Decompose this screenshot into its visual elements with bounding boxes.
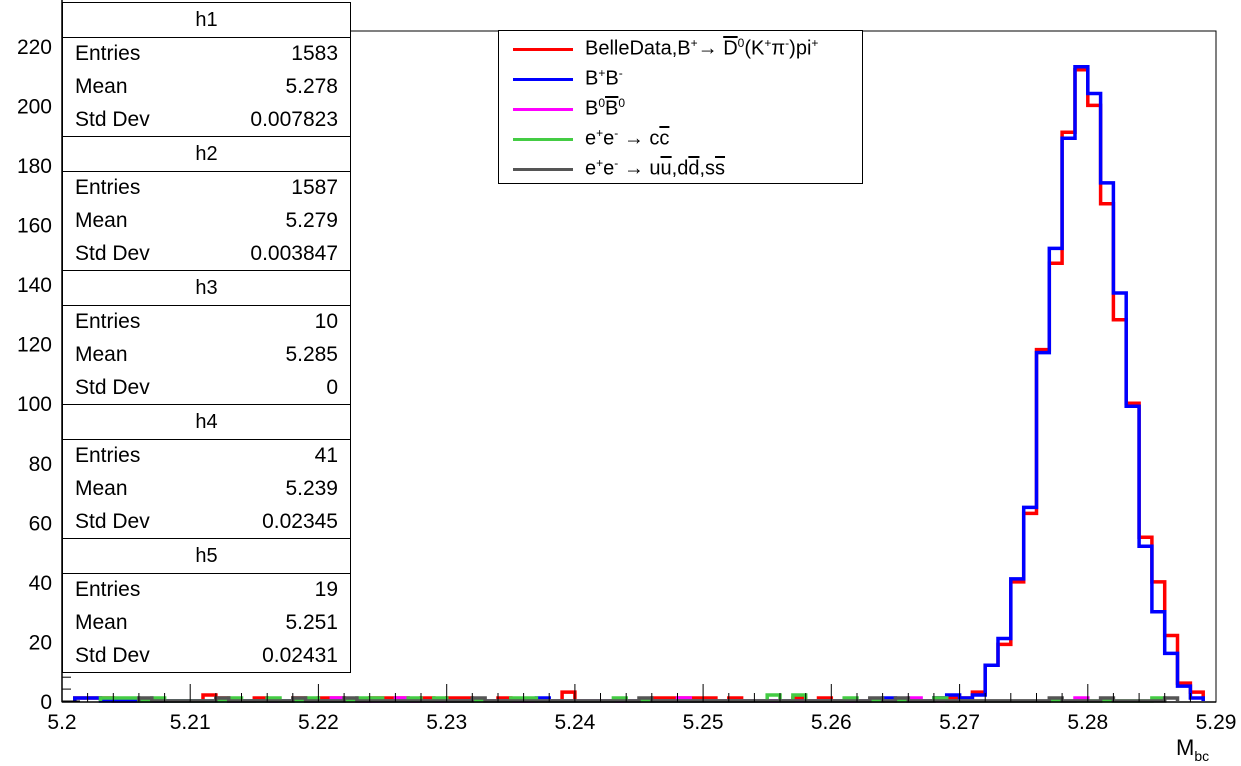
x-tick-label: 5.22 <box>298 711 339 734</box>
bin-h4-2 <box>126 698 139 701</box>
bin-h2-22 <box>1165 653 1178 701</box>
stats-row-stddev: Std Dev 0.007823 <box>75 108 338 131</box>
x-tick-label: 5.23 <box>426 711 467 734</box>
stats-row-entries: Entries 1587 <box>75 176 338 199</box>
bin-h5-5 <box>639 698 652 701</box>
legend-label: BelleData,B+→ D0(K+π-)pi+ <box>585 36 819 60</box>
x-tick-label: 5.25 <box>683 711 724 734</box>
stats-row-mean: Mean 5.251 <box>75 611 338 634</box>
x-tick-label: 5.28 <box>1067 711 1108 734</box>
bin-h4-1 <box>113 698 126 701</box>
bin-h2-20 <box>1139 546 1152 701</box>
bin-h2-11 <box>1024 507 1037 701</box>
bin-h5-10 <box>1165 698 1178 701</box>
x-tick-label: 5.26 <box>811 711 852 734</box>
bin-h5-2 <box>293 698 306 701</box>
stats-row-entries: Entries 41 <box>75 444 338 467</box>
legend-label: B0B0 <box>585 96 626 120</box>
legend-item-ccbar: e+e- → cc <box>499 125 862 153</box>
stats-box-h1: h1 Entries 1583 Mean 5.278 Std Dev 0.007823 <box>62 2 351 137</box>
stats-row-mean: Mean 5.285 <box>75 343 338 366</box>
bin-h2-17 <box>1101 183 1114 701</box>
bin-h2-18 <box>1113 293 1126 701</box>
y-tick-label: 80 <box>29 453 52 476</box>
y-tick-label: 120 <box>17 334 52 357</box>
y-tick-label: 140 <box>17 274 52 297</box>
bin-h2-8 <box>985 665 998 701</box>
legend-swatch <box>513 78 573 81</box>
y-tick-label: 20 <box>29 631 52 654</box>
stats-box-h5: h5 Entries 19 Mean 5.251 Std Dev 0.02431 <box>62 538 351 673</box>
stats-row-stddev: Std Dev 0 <box>75 376 338 399</box>
legend-item-charged-b: B+B- <box>499 65 862 93</box>
y-tick-label: 0 <box>40 691 52 714</box>
stats-row-stddev: Std Dev 0.003847 <box>75 242 338 265</box>
stats-box-h3: h3 Entries 10 Mean 5.285 Std Dev 0 <box>62 270 351 405</box>
series-h5 <box>137 696 1180 703</box>
bin-h5-7 <box>895 698 908 701</box>
legend-swatch <box>513 168 573 171</box>
legend-label: B+B- <box>585 66 623 90</box>
bin-h2-10 <box>1011 579 1024 701</box>
bin-h5-9 <box>1101 698 1114 701</box>
stats-row-mean: Mean 5.278 <box>75 75 338 98</box>
x-tick-label: 5.29 <box>1196 711 1237 734</box>
x-axis-label-sub: bc <box>1194 748 1209 764</box>
bin-h5-3 <box>344 698 357 701</box>
stats-row-entries: Entries 19 <box>75 578 338 601</box>
stats-row-mean: Mean 5.279 <box>75 209 338 232</box>
legend-item-light-quarks: e+e- → uu,dd,ss <box>499 155 862 183</box>
bin-h2-16 <box>1088 94 1101 702</box>
stats-row-mean: Mean 5.239 <box>75 477 338 500</box>
legend-item-belle-data: BelleData,B+→ D0(K+π-)pi+ <box>499 35 862 63</box>
stats-row-stddev: Std Dev 0.02345 <box>75 510 338 533</box>
legend-swatch <box>513 48 573 51</box>
stats-title: h4 <box>63 405 350 440</box>
legend-item-neutral-b: B0B0 <box>499 95 862 123</box>
bin-h2-24 <box>1190 698 1203 701</box>
bin-h2-21 <box>1152 612 1165 701</box>
bin-h2-12 <box>1037 353 1050 701</box>
y-tick-label: 220 <box>17 36 52 59</box>
stats-box-h2: h2 Entries 1587 Mean 5.279 Std Dev 0.003847 <box>62 136 351 271</box>
bin-h5-6 <box>870 698 883 701</box>
stats-row-entries: Entries 10 <box>75 310 338 333</box>
bin-h2-9 <box>998 639 1011 702</box>
stats-title: h2 <box>63 137 350 172</box>
legend-swatch <box>513 138 573 141</box>
stats-title: h1 <box>63 3 350 38</box>
bin-h5-8 <box>1049 698 1062 701</box>
bin-h5-0 <box>139 698 152 701</box>
y-tick-label: 180 <box>17 155 52 178</box>
bin-h2-19 <box>1126 406 1139 701</box>
legend: BelleData,B+→ D0(K+π-)pi+ B+B- B0B0 e+e-… <box>498 30 863 184</box>
bin-h4-0 <box>101 698 114 701</box>
stats-title: h3 <box>63 271 350 306</box>
bin-h2-23 <box>1178 686 1191 701</box>
bin-h5-4 <box>472 698 485 701</box>
stats-title: h5 <box>63 539 350 574</box>
legend-label: e+e- → cc <box>585 126 670 150</box>
x-tick-label: 5.24 <box>554 711 595 734</box>
bin-h5-1 <box>216 698 229 701</box>
legend-label: e+e- → uu,dd,ss <box>585 156 726 180</box>
stats-row-stddev: Std Dev 0.02431 <box>75 644 338 667</box>
x-tick-label: 5.27 <box>939 711 980 734</box>
y-tick-label: 100 <box>17 393 52 416</box>
stats-row-entries: Entries 1583 <box>75 42 338 65</box>
bin-h2-15 <box>1075 67 1088 701</box>
x-tick-label: 5.2 <box>47 711 76 734</box>
y-tick-label: 60 <box>29 512 52 535</box>
bin-h2-13 <box>1049 248 1062 701</box>
bin-h2-1 <box>88 698 101 701</box>
y-tick-label: 40 <box>29 572 52 595</box>
x-tick-label: 5.21 <box>170 711 211 734</box>
y-tick-label: 200 <box>17 95 52 118</box>
series-line-h5 <box>137 696 1180 703</box>
y-tick-label: 160 <box>17 215 52 238</box>
stats-box-h4: h4 Entries 41 Mean 5.239 Std Dev 0.02345 <box>62 404 351 539</box>
legend-swatch <box>513 108 573 111</box>
bin-h2-14 <box>1062 138 1075 701</box>
x-axis-label: Mbc <box>1176 735 1209 764</box>
